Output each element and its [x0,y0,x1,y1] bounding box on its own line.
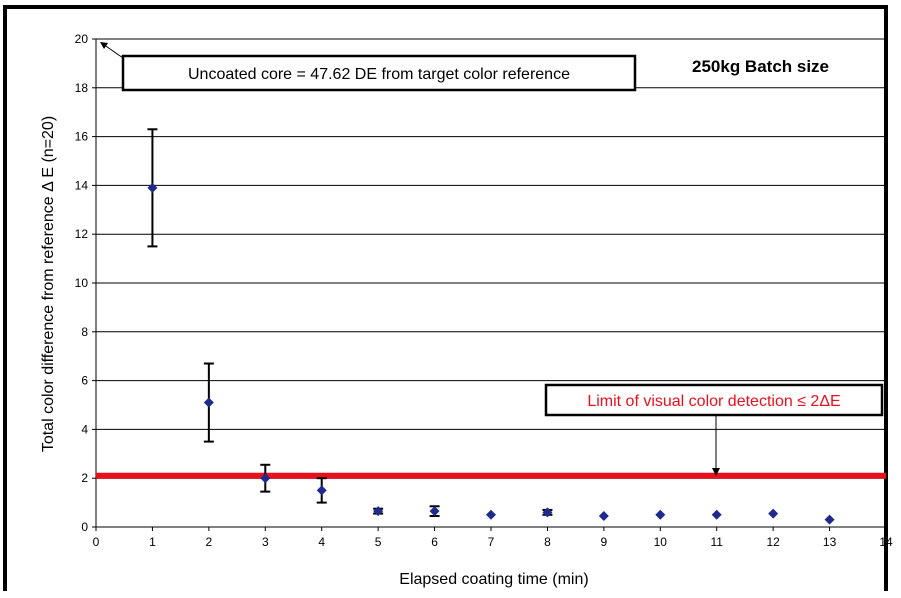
limit-annotation-text: Limit of visual color detection ≤ 2ΔE [587,393,840,410]
y-tick-label: 10 [75,276,89,290]
x-axis-title: Elapsed coating time (min) [399,571,588,588]
data-point [542,507,553,518]
chart-frame [3,5,888,591]
x-tick-label: 13 [823,535,837,549]
axes [92,38,887,531]
x-tick-label: 12 [766,535,780,549]
y-tick-label: 4 [81,422,88,436]
data-point [429,506,440,517]
data-point [373,506,384,517]
y-tick-label: 14 [75,178,89,192]
y-tick-label: 8 [81,325,88,339]
uncoated-annotation-box [121,54,637,92]
x-tick-label: 6 [431,535,438,549]
x-tick-label: 2 [206,535,213,549]
x-tick-label: 3 [262,535,269,549]
x-tick-label: 9 [601,535,608,549]
data-point [486,509,496,520]
data-point [824,514,835,525]
data-point [260,473,271,484]
uncoated-arrow-head [100,42,108,49]
y-tick-label: 12 [75,227,89,241]
data-point [711,509,722,520]
y-tick-label: 6 [81,374,88,388]
y-tick-label: 18 [75,81,89,95]
x-tick-label: 11 [710,535,723,549]
uncoated-annotation-arrow [102,43,124,59]
y-tick-label: 0 [81,520,88,534]
y-tick-label: 20 [75,32,89,46]
y-axis-title: Total color difference from reference Δ … [40,116,57,452]
uncoated-annotation-text: Uncoated core = 47.62 DE from target col… [188,66,570,83]
limit-arrow-head [712,468,720,476]
data-point [147,182,158,193]
data-point [203,397,214,408]
x-tick-label: 1 [149,535,156,549]
y-tick-label: 2 [81,471,88,485]
x-tick-label: 7 [488,535,495,549]
data-point [598,511,609,522]
data-points [147,182,835,525]
limit-annotation-box [544,383,884,417]
error-bars [147,128,553,518]
data-point [768,508,779,519]
y-tick-label: 16 [75,130,89,144]
x-tick-label: 14 [879,535,893,549]
data-point [655,509,666,520]
x-tick-label: 10 [654,535,668,549]
x-tick-label: 8 [544,535,551,549]
batch-size-label: 250kg Batch size [692,57,829,76]
x-tick-label: 0 [93,535,100,549]
x-tick-label: 4 [318,535,325,549]
x-tick-label: 5 [375,535,382,549]
data-point [316,485,327,496]
